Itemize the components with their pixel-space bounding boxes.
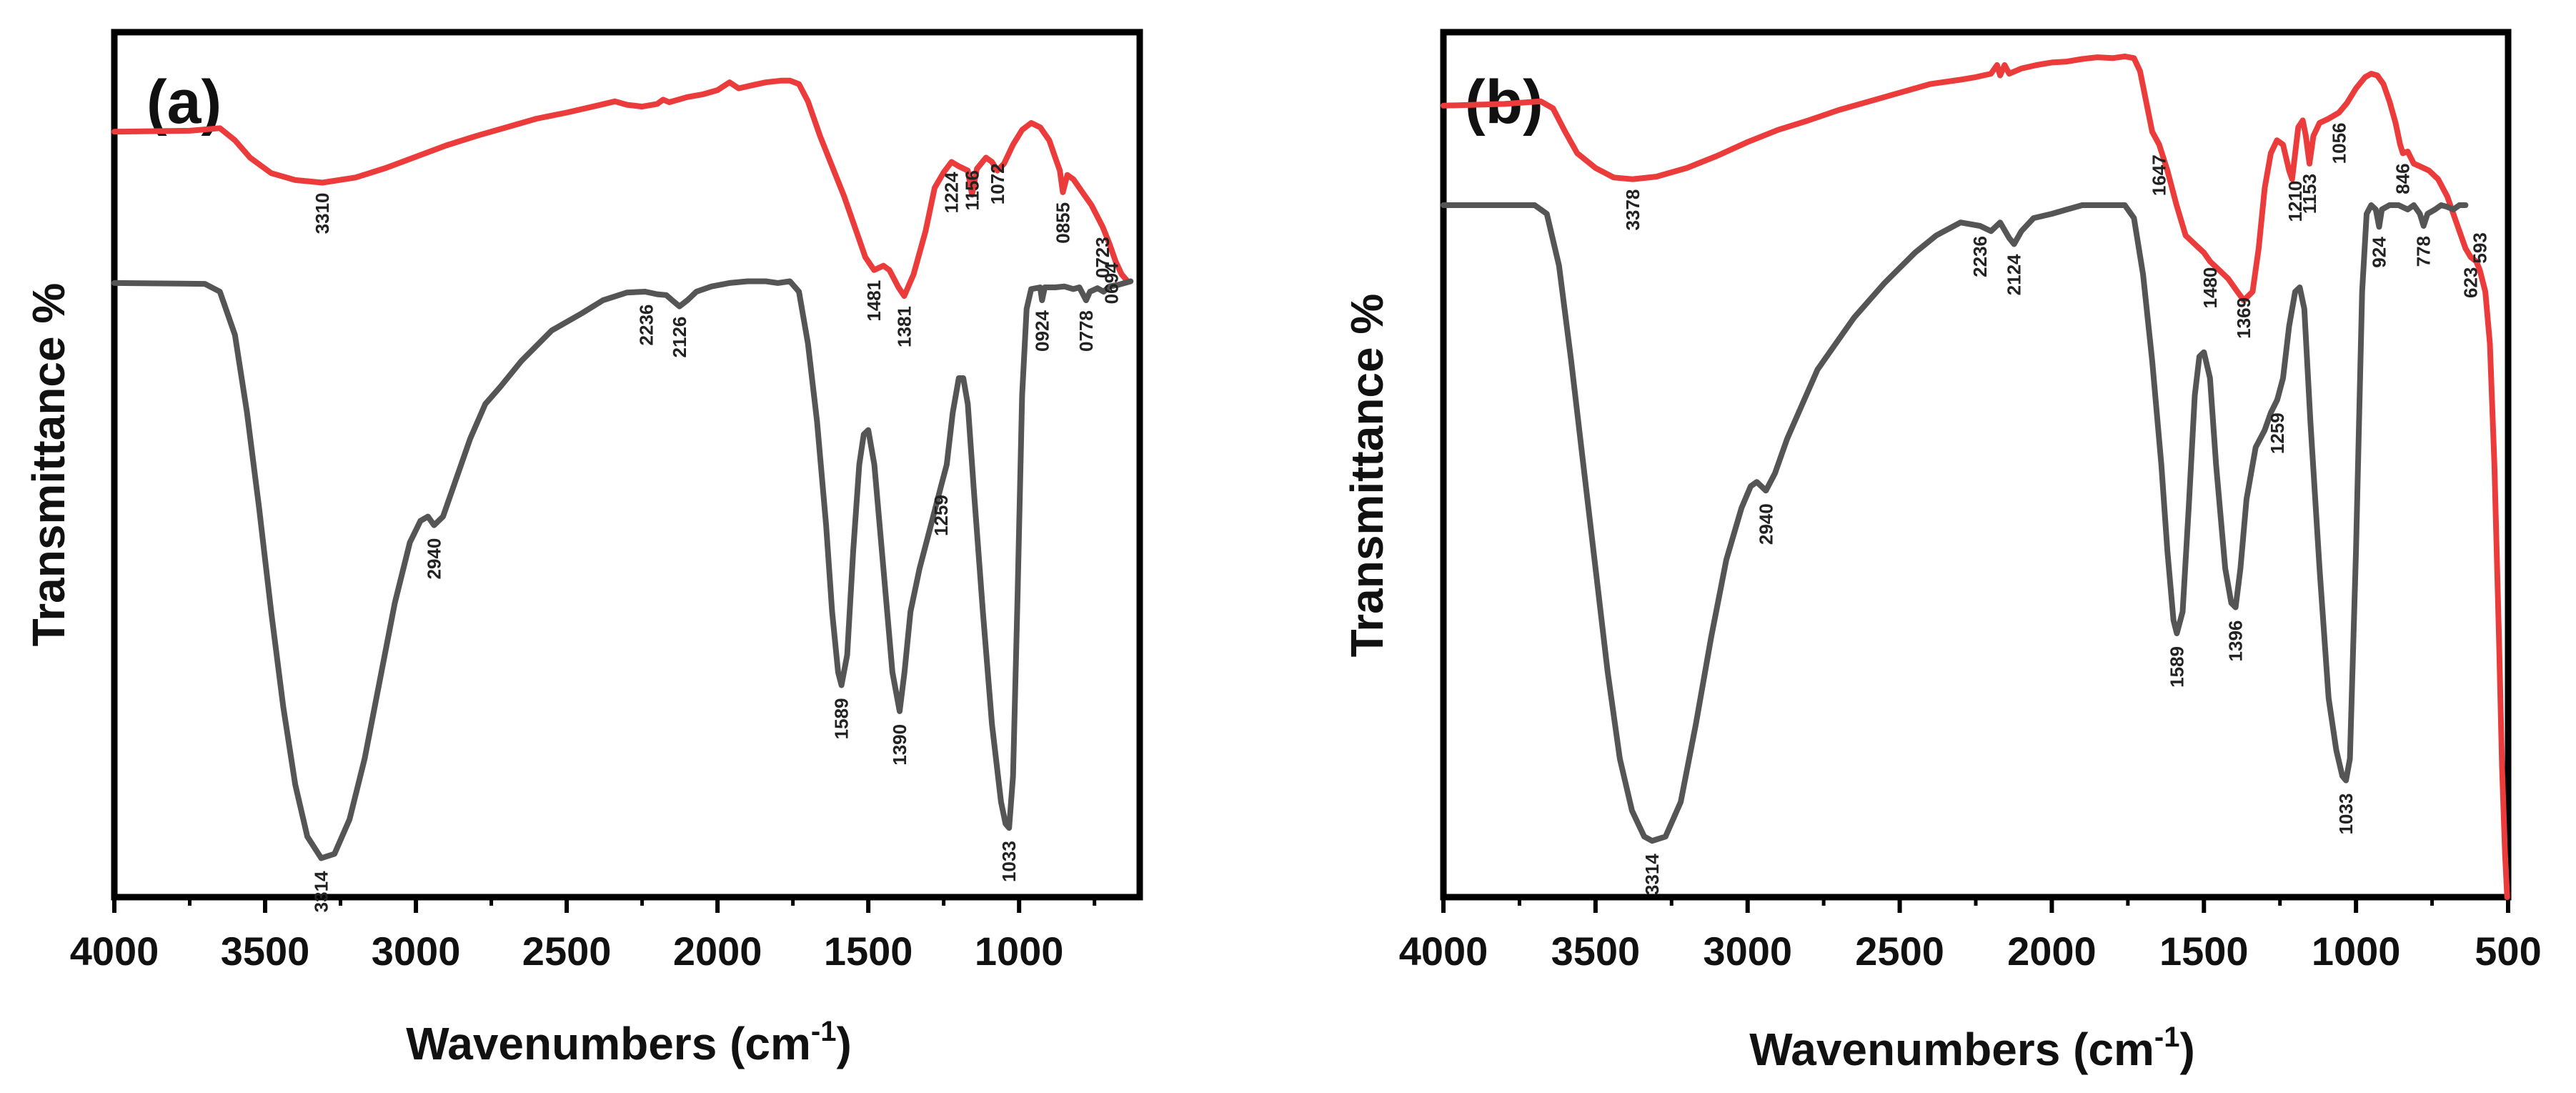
peak-label-a-14: 1390 (889, 724, 910, 766)
x-tick-label-a-1000: 1000 (975, 929, 1064, 974)
x-tick-label-b-4000: 4000 (1399, 929, 1488, 974)
x-tick-label-a-2000: 2000 (673, 929, 762, 974)
peak-label-b-19: 778 (2413, 236, 2435, 267)
x-tick-label-a-4000: 4000 (70, 929, 159, 974)
peak-label-a-3: 1224 (941, 172, 963, 213)
peak-label-a-13: 1589 (831, 698, 852, 740)
series-line-b-gray (1441, 202, 2469, 844)
peak-label-b-0: 3378 (1622, 189, 1643, 231)
peak-label-a-0: 3310 (312, 193, 333, 234)
panel-a: (a) Transmittance % Wavenumbers (cm-1) 4… (23, 29, 1143, 1069)
x-axis-label-sup-b: -1 (2154, 1022, 2180, 1053)
panel-label-a: (a) (146, 68, 222, 137)
peak-label-a-7: 0723 (1092, 237, 1113, 278)
peak-label-b-17: 1033 (2335, 793, 2357, 835)
peak-label-b-3: 1153 (2299, 174, 2320, 214)
peak-label-b-18: 924 (2369, 237, 2390, 268)
peak-label-b-6: 593 (2469, 232, 2490, 263)
peak-label-b-15: 1396 (2225, 620, 2247, 662)
x-axis-label-b: Wavenumbers (cm-1) (1749, 1022, 2195, 1075)
peak-label-b-8: 3314 (1641, 854, 1663, 895)
peak-label-a-9: 3314 (311, 871, 332, 912)
peak-label-a-4: 1156 (961, 170, 983, 210)
x-tick-label-a-1500: 1500 (824, 929, 913, 974)
peak-label-a-18: 0778 (1075, 310, 1097, 352)
peak-label-a-5: 1072 (987, 163, 1008, 204)
panel-b: (b) Transmittance % Wavenumbers (cm-1) 4… (1341, 29, 2542, 1075)
x-tick-label-b-2500: 2500 (1855, 929, 1944, 974)
x-ticks-a: 4000 3500 3000 2500 2000 1500 1000 (70, 897, 1097, 974)
series-line-b-red (1441, 53, 2510, 900)
peak-label-b-10: 2236 (1969, 236, 1991, 277)
peak-label-a-16: 1033 (998, 841, 1020, 882)
peak-label-a-8: 0694 (1100, 262, 1122, 304)
peak-label-a-17: 0924 (1031, 310, 1053, 352)
peak-label-b-14: 1589 (2166, 646, 2187, 688)
curves-b (1441, 53, 2510, 900)
peak-label-b-2: 1210 (2284, 181, 2306, 222)
y-axis-label-b: Transmittance % (1341, 294, 1393, 658)
peak-label-a-10: 2940 (423, 538, 444, 580)
x-ticks-b: 4000 3500 3000 2500 2000 1500 1000 500 (1399, 897, 2542, 974)
series-line-a-red (111, 77, 1131, 300)
peak-label-b-16: 1259 (2267, 412, 2288, 454)
peak-label-a-15: 1259 (930, 495, 952, 536)
series-line-a-gray (111, 278, 1134, 861)
peak-label-a-6: 0855 (1052, 202, 1073, 244)
x-tick-label-b-1500: 1500 (2159, 929, 2249, 974)
peak-label-b-9: 2940 (1755, 503, 1776, 545)
x-tick-label-a-3000: 3000 (372, 929, 461, 974)
peak-label-b-7: 623 (2460, 267, 2482, 298)
peak-label-b-5: 846 (2392, 163, 2414, 194)
peak-label-b-13: 1369 (2233, 297, 2254, 339)
peak-label-a-2: 1381 (893, 306, 915, 347)
x-tick-label-b-3000: 3000 (1703, 929, 1792, 974)
x-tick-label-b-3500: 3500 (1551, 929, 1641, 974)
x-tick-label-b-2000: 2000 (2007, 929, 2097, 974)
x-tick-label-a-3500: 3500 (221, 929, 310, 974)
y-axis-label-a: Transmittance % (23, 283, 74, 647)
peak-label-b-1: 1647 (2149, 154, 2170, 196)
peak-label-a-11: 2236 (636, 305, 657, 346)
curves-a (111, 77, 1134, 861)
x-axis-label-sup-a: -1 (811, 1016, 837, 1047)
peak-label-a-12: 2126 (669, 317, 690, 358)
peak-label-b-12: 1480 (2199, 267, 2221, 309)
peak-label-b-11: 2124 (2004, 254, 2025, 295)
x-tick-label-a-2500: 2500 (522, 929, 612, 974)
x-tick-label-b-500: 500 (2475, 929, 2541, 974)
plot-frame-a (111, 29, 1143, 901)
x-tick-label-b-1000: 1000 (2312, 929, 2401, 974)
x-axis-label-a: Wavenumbers (cm-1) (406, 1016, 852, 1069)
peak-label-a-1: 1481 (863, 280, 885, 322)
peak-label-b-4: 1056 (2328, 123, 2349, 164)
